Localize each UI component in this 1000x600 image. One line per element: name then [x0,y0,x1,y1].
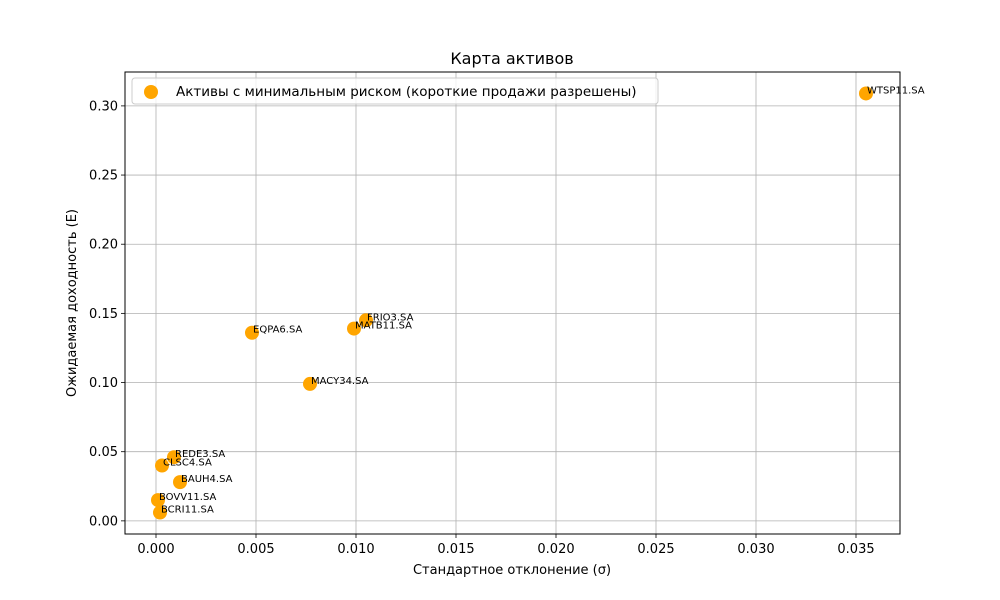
data-point [167,450,181,465]
data-point [155,458,169,473]
point-label: FRIO3.SA [367,312,414,323]
data-point [859,86,873,101]
plot-area-frame [124,71,901,535]
y-tick-label: 0.05 [89,445,118,460]
point-label: BOVV11.SA [159,492,216,503]
x-tick-label: 0.005 [237,542,274,557]
y-tick-label: 0.15 [89,307,118,322]
x-tick-label: 0.010 [337,542,374,557]
data-point [359,313,373,328]
point-label: MACY34.SA [311,376,369,387]
data-point [153,505,167,520]
y-axis-ticks: 0.00 0.05 0.10 0.15 0.20 0.25 0.30 [89,99,125,529]
x-axis-ticks: 0.000 0.005 0.010 0.015 0.020 0.025 0.030 0.035 [137,534,875,557]
point-label: REDE3.SA [175,449,225,460]
x-tick-label: 0.000 [137,542,174,557]
point-label: EQPA6.SA [253,325,302,336]
data-point [303,376,317,391]
x-axis-label: Стандартное отклонение (σ) [413,563,611,578]
x-tick-label: 0.025 [637,542,674,557]
chart-title: Карта активов [450,49,573,68]
x-tick-label: 0.035 [837,542,874,557]
data-point [151,493,165,508]
data-point [173,475,187,490]
x-tick-label: 0.015 [437,542,474,557]
legend-label: Активы с минимальным риском (короткие пр… [176,84,637,100]
x-tick-label: 0.030 [737,542,774,557]
y-axis-label: Ожидаемая доходность (E) [65,209,80,397]
y-tick-label: 0.25 [89,169,118,184]
legend-box [131,77,659,105]
legend-marker [144,85,158,99]
legend: Активы с минимальным риском (короткие пр… [131,77,659,105]
data-points [151,86,873,520]
data-point [347,321,361,336]
x-tick-label: 0.020 [537,542,574,557]
point-label: BAUH4.SA [181,474,233,485]
data-point [245,325,259,340]
y-tick-label: 0.30 [89,99,118,114]
point-label: MATB11.SA [355,321,412,332]
point-label: BCRI11.SA [161,505,214,516]
y-tick-label: 0.20 [89,238,118,253]
point-label: WTSP11.SA [867,85,925,96]
point-label: CLSC4.SA [163,458,212,469]
y-tick-label: 0.00 [89,514,118,529]
y-tick-label: 0.10 [89,376,118,391]
grid-lines [125,72,900,534]
